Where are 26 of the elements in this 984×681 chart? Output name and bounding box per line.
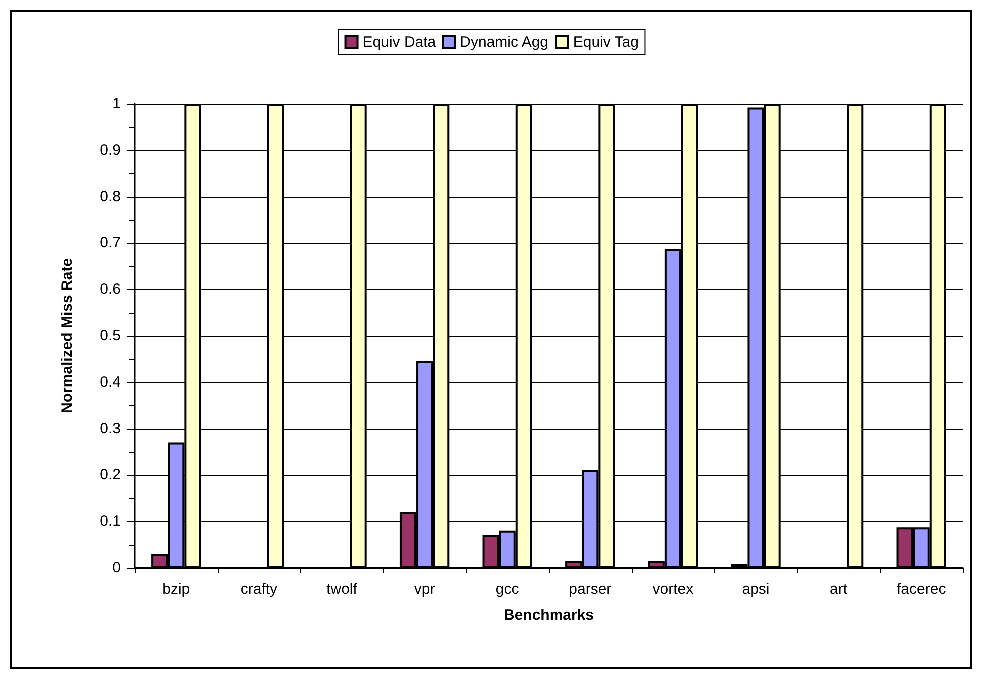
legend-label: Equiv Data (362, 34, 437, 51)
x-tick-label: parser (569, 581, 612, 598)
x-tick-label: vpr (414, 581, 436, 598)
x-tick-label: apsi (742, 581, 770, 598)
y-axis-title: Normalized Miss Rate (59, 258, 76, 414)
y-tick-label: 0.1 (100, 513, 121, 530)
y-tick-label: 0.3 (100, 420, 121, 438)
y-tick-label: 0.4 (100, 374, 121, 391)
legend-label: Equiv Tag (573, 34, 639, 51)
y-tick-label: 0.7 (100, 234, 121, 252)
legend-label: Dynamic Agg (460, 34, 549, 51)
x-tick-label: art (830, 581, 848, 598)
y-tick-label: 0.9 (100, 142, 121, 159)
x-tick-label: vortex (652, 581, 694, 598)
x-tick-label: twolf (326, 581, 358, 598)
x-axis-title: Benchmarks (504, 607, 594, 624)
y-tick-label: 0.6 (100, 281, 121, 298)
x-tick-label: crafty (240, 581, 278, 598)
y-tick-label: 0 (112, 560, 121, 576)
y-tick-label: 0.8 (100, 188, 121, 206)
x-tick-label: gcc (496, 581, 520, 598)
y-tick-label: 0.5 (100, 328, 121, 344)
x-tick-label: bzip (162, 581, 190, 598)
y-tick-label: 1 (112, 96, 121, 112)
x-tick-label: facerec (897, 581, 947, 598)
y-tick-label: 0.2 (100, 466, 121, 484)
